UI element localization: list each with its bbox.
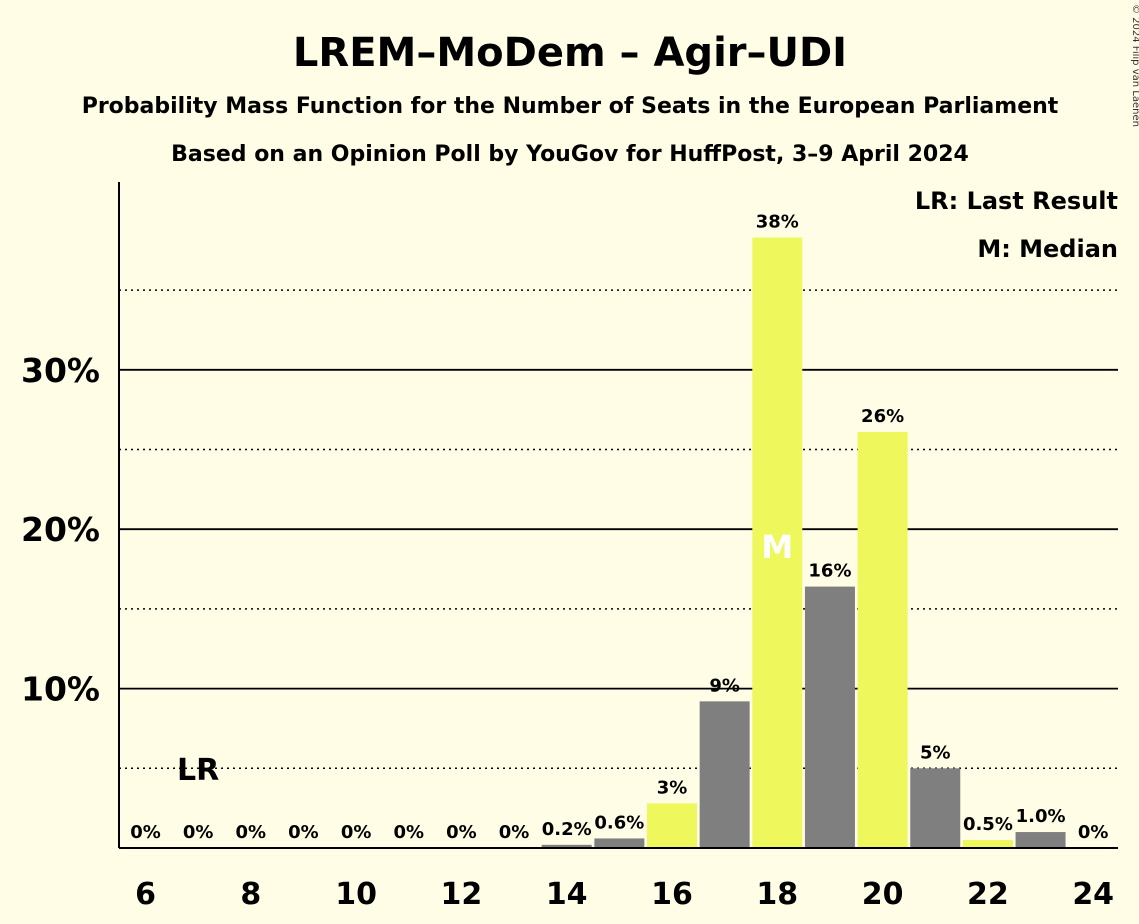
bar-label-seat-8: 0%	[236, 822, 267, 843]
bar-seat-17	[699, 701, 750, 848]
bar-label-seat-24: 0%	[1078, 822, 1109, 843]
y-tick-labels: 10% 20% 30%	[21, 351, 100, 709]
bar-label-seat-18: 38%	[756, 211, 799, 232]
bars	[541, 237, 1066, 849]
bar-label-seat-15: 0.6%	[594, 812, 644, 833]
bar-label-seat-23: 1.0%	[1016, 806, 1066, 827]
bar-seat-14	[541, 844, 592, 848]
gridlines	[119, 289, 1118, 770]
chart-subtitle-poll: Based on an Opinion Poll by YouGov for H…	[171, 142, 969, 167]
median-marker: M	[761, 528, 793, 566]
bar-label-seat-13: 0%	[499, 822, 530, 843]
y-tick-label: 20%	[21, 510, 100, 549]
bar-seat-23	[1015, 832, 1066, 848]
x-tick-label: 8	[240, 877, 261, 912]
bar-label-seat-22: 0.5%	[963, 814, 1013, 835]
bar-seat-18	[752, 237, 803, 849]
bar-label-seat-9: 0%	[288, 822, 319, 843]
bar-label-seat-19: 16%	[808, 561, 851, 582]
x-tick-label: 6	[135, 877, 156, 912]
legend-median: M: Median	[977, 235, 1118, 263]
x-tick-labels: 6 8 10 12 14 16 18 20 22 24	[135, 877, 1114, 912]
bar-label-seat-6: 0%	[130, 822, 161, 843]
bar-label-seat-11: 0%	[393, 822, 424, 843]
bar-seat-15	[594, 838, 645, 848]
x-tick-label: 16	[651, 877, 693, 912]
x-tick-label: 12	[441, 877, 483, 912]
bar-label-seat-10: 0%	[341, 822, 372, 843]
x-tick-label: 18	[756, 877, 798, 912]
bar-label-seat-12: 0%	[446, 822, 477, 843]
chart-subtitle: Probability Mass Function for the Number…	[82, 94, 1059, 119]
chart-title: LREM–MoDem – Agir–UDI	[293, 30, 847, 76]
x-tick-label: 20	[862, 877, 904, 912]
x-tick-label: 14	[546, 877, 588, 912]
bar-label-seat-14: 0.2%	[542, 819, 592, 840]
bar-seat-20	[857, 431, 908, 848]
y-tick-label: 30%	[21, 351, 100, 390]
axes	[118, 182, 1118, 849]
bar-seat-19	[804, 586, 855, 848]
x-tick-label: 24	[1072, 877, 1114, 912]
copyright-note: © 2024 Filip van Laenen	[1130, 4, 1139, 127]
bar-label-seat-20: 26%	[861, 406, 904, 427]
bar-labels: 0% 0% LR 0% 0% 0% 0% 0% 0% 0.2% 0.6% 3% 9% 38% M 16% 26%…	[130, 211, 1108, 843]
bar-label-seat-21: 5%	[920, 742, 951, 763]
legend-last-result: LR: Last Result	[915, 187, 1118, 215]
last-result-marker: LR	[177, 753, 219, 788]
y-tick-label: 10%	[21, 670, 100, 709]
x-tick-label: 22	[967, 877, 1009, 912]
bar-seat-22	[962, 840, 1013, 848]
bar-seat-16	[647, 803, 697, 848]
bar-label-seat-7: 0%	[183, 822, 214, 843]
bar-label-seat-16: 3%	[657, 777, 688, 798]
x-tick-label: 10	[335, 877, 377, 912]
bar-seat-21	[910, 768, 961, 848]
bar-label-seat-17: 9%	[709, 675, 740, 696]
